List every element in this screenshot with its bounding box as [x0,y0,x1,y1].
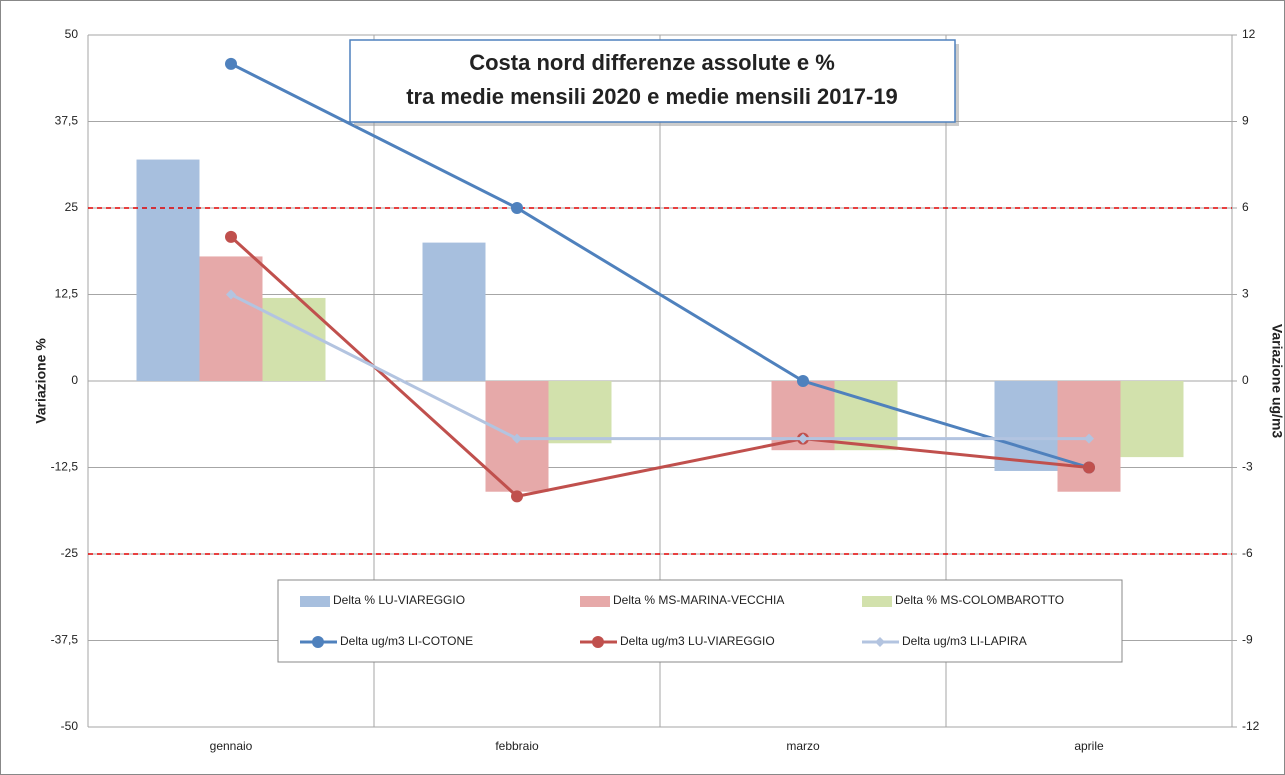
bar [548,381,612,444]
series-line [230,293,1089,441]
y-tick-label: 37,5 [55,114,79,128]
line-marker [511,490,523,503]
legend-label: Delta ug/m3 LI-LAPIRA [902,634,1027,648]
line-marker [875,637,885,647]
line-marker [226,289,236,300]
y2-tick-label: -3 [1242,460,1253,474]
x-tick-label: gennaio [210,739,253,753]
line-marker [312,636,324,648]
bar [262,297,326,381]
legend-box [277,579,1123,663]
line-marker [797,375,809,387]
x-tick-label: febbraio [495,739,539,753]
bar [199,256,263,381]
y2-tick-label: -6 [1242,546,1253,560]
series-line [230,62,1090,469]
legend-label: Delta % MS-COLOMBAROTTO [895,593,1064,607]
y2-tick-label: 12 [1242,27,1256,41]
legend-swatch [580,596,610,607]
y-tick-label: -12,5 [51,460,79,474]
legend-swatch [862,596,892,607]
line-marker [225,230,237,243]
chart-title: tra medie mensili 2020 e medie mensili 2… [406,84,898,109]
bar [1120,381,1184,458]
plot-area [87,34,1237,728]
legend-label: Delta % LU-VIAREGGIO [333,593,465,607]
y-tick-label: 25 [65,200,79,214]
y-tick-label: -50 [61,719,79,733]
legend-label: Delta % MS-MARINA-VECCHIA [613,593,784,607]
y2-tick-label: 6 [1242,200,1249,214]
y2-axis-label: Variazione ug/m3 [1269,324,1285,439]
y-tick-label: -25 [61,546,79,560]
line-marker [592,636,604,648]
y2-tick-label: -9 [1242,633,1253,647]
x-tick-label: aprile [1074,739,1104,753]
legend-swatch [300,596,330,607]
legend-label: Delta ug/m3 LI-COTONE [340,634,473,648]
legend-label: Delta ug/m3 LU-VIAREGGIO [620,634,775,648]
line-marker [512,433,522,444]
x-tick-label: marzo [786,739,820,753]
y2-tick-label: 3 [1242,287,1249,301]
line-marker [225,57,237,70]
y-tick-label: -37,5 [51,633,79,647]
y-tick-label: 0 [71,373,78,387]
bar [136,159,200,381]
title-box [349,39,956,123]
y2-tick-label: -12 [1242,719,1260,733]
line-marker [1083,461,1095,474]
y2-tick-label: 0 [1242,373,1249,387]
y-tick-label: 50 [65,27,79,41]
line-marker [1084,433,1094,444]
bar [422,242,486,381]
line-marker [798,433,808,444]
y2-tick-label: 9 [1242,114,1249,128]
chart-title: Costa nord differenze assolute e % [469,50,835,75]
line-marker [511,202,523,214]
y-tick-label: 12,5 [55,287,79,301]
y-axis-label: Variazione % [33,338,49,424]
